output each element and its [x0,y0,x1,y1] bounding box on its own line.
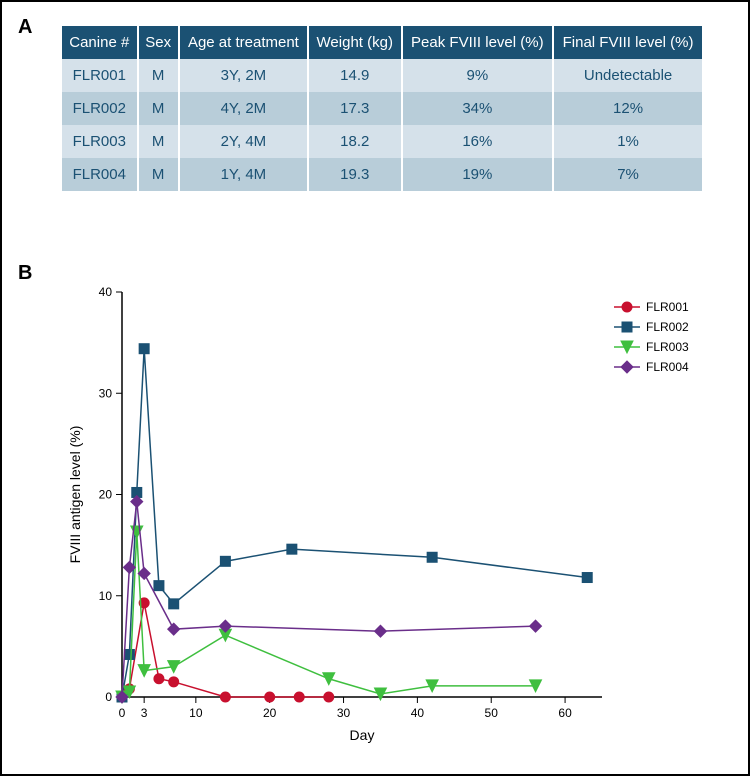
table-row: FLR002M4Y, 2M17.334%12% [62,92,702,125]
table-cell: 1% [553,125,702,158]
table-cell: M [138,158,179,191]
svg-text:20: 20 [99,488,113,502]
table-cell: 3Y, 2M [179,59,308,92]
table-cell: 7% [553,158,702,191]
svg-text:30: 30 [99,386,113,400]
table-cell: FLR003 [62,125,138,158]
svg-text:40: 40 [411,706,425,720]
table-header: Weight (kg) [308,26,402,59]
table-row: FLR001M3Y, 2M14.99%Undetectable [62,59,702,92]
table-cell: 14.9 [308,59,402,92]
table-cell: 34% [402,92,554,125]
svg-text:60: 60 [558,706,572,720]
table-header: Age at treatment [179,26,308,59]
svg-text:FLR001: FLR001 [646,300,689,314]
table-cell: 9% [402,59,554,92]
table-cell: 1Y, 4M [179,158,308,191]
table-cell: 19.3 [308,158,402,191]
svg-text:0: 0 [105,690,112,704]
svg-text:10: 10 [189,706,203,720]
table-row: FLR004M1Y, 4M19.319%7% [62,158,702,191]
panel-a-table-container: Canine #SexAge at treatmentWeight (kg)Pe… [62,26,702,191]
table-header: Canine # [62,26,138,59]
svg-text:10: 10 [99,589,113,603]
table-header: Sex [138,26,179,59]
table-cell: FLR001 [62,59,138,92]
table-cell: M [138,59,179,92]
svg-text:20: 20 [263,706,277,720]
table-cell: FLR002 [62,92,138,125]
svg-text:30: 30 [337,706,351,720]
svg-text:3: 3 [141,706,148,720]
table-cell: M [138,92,179,125]
table-cell: 17.3 [308,92,402,125]
table-row: FLR003M2Y, 4M18.216%1% [62,125,702,158]
table-header: Peak FVIII level (%) [402,26,554,59]
table-cell: 12% [553,92,702,125]
svg-text:FLR003: FLR003 [646,340,689,354]
line-chart: 0 10 20 30 40 0 3 10 20 30 40 50 60 Day FVIII antigen … [62,272,722,752]
svg-text:FVIII antigen level (%): FVIII antigen level (%) [67,426,83,564]
panel-b-chart-container: 0 10 20 30 40 0 3 10 20 30 40 50 60 Day FVIII antigen … [62,272,722,752]
svg-text:Day: Day [350,727,375,743]
panel-b-label: B [18,262,32,285]
table-cell: 2Y, 4M [179,125,308,158]
table-cell: 16% [402,125,554,158]
svg-text:0: 0 [119,706,126,720]
table-cell: Undetectable [553,59,702,92]
table-cell: FLR004 [62,158,138,191]
svg-text:40: 40 [99,285,113,299]
table-cell: 19% [402,158,554,191]
canine-table: Canine #SexAge at treatmentWeight (kg)Pe… [62,26,702,191]
table-cell: 18.2 [308,125,402,158]
table-cell: M [138,125,179,158]
panel-a-label: A [18,16,32,39]
svg-text:50: 50 [485,706,499,720]
table-header: Final FVIII level (%) [553,26,702,59]
table-cell: 4Y, 2M [179,92,308,125]
svg-text:FLR002: FLR002 [646,320,689,334]
svg-text:FLR004: FLR004 [646,360,689,374]
